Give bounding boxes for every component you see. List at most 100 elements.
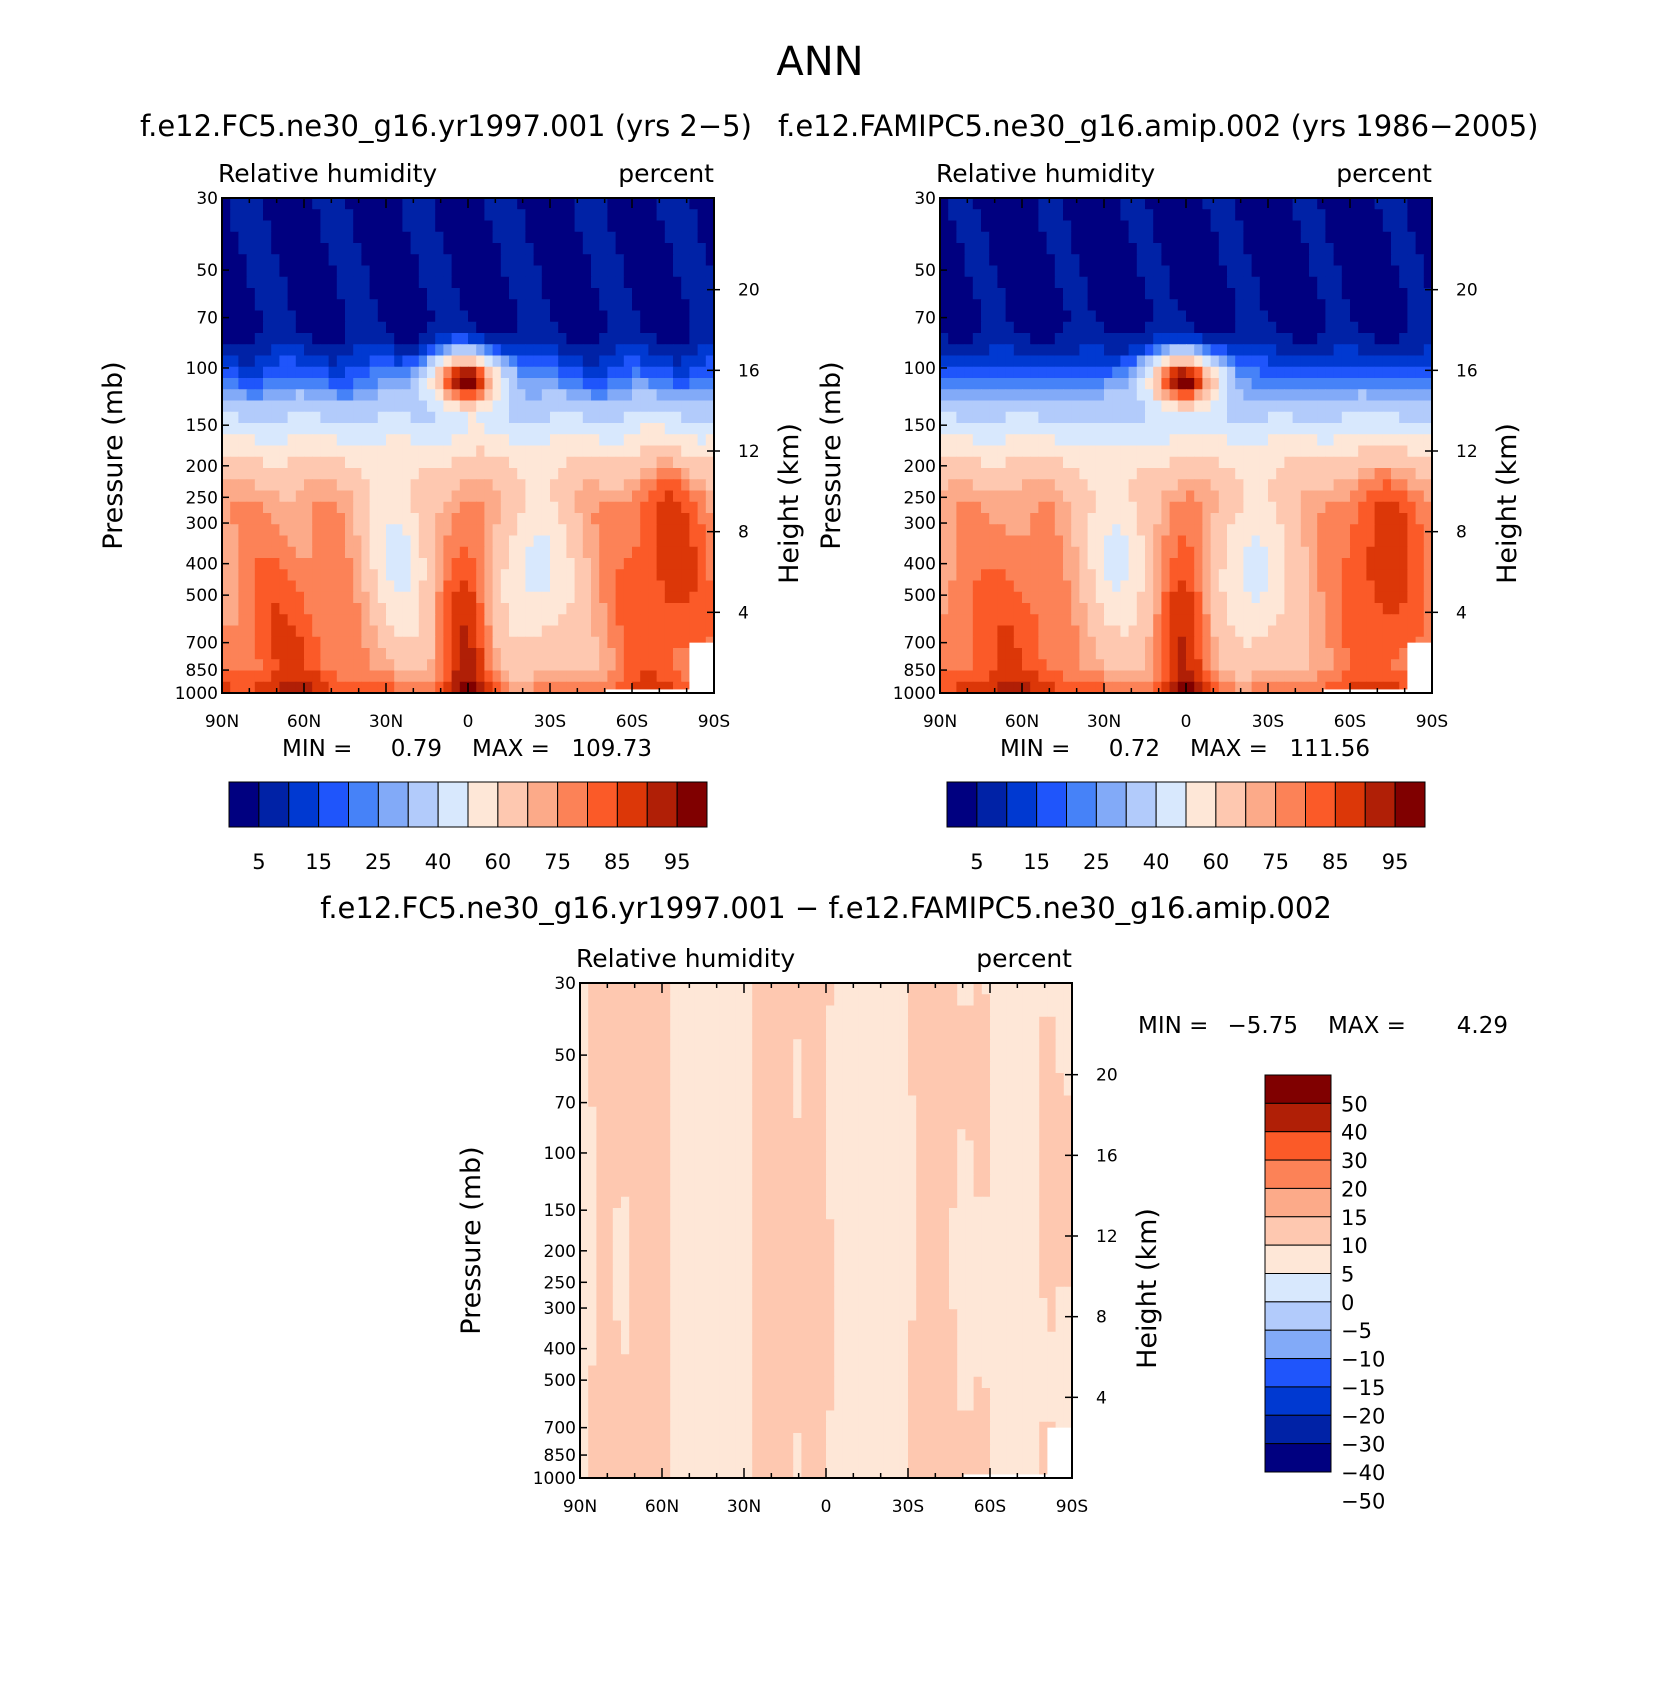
top-right-field-cell — [1161, 513, 1171, 525]
top-left-field-cell — [484, 220, 494, 233]
top-right-field-cell — [1341, 513, 1351, 525]
top-right-field-cell — [989, 591, 998, 604]
top-left-field-cell — [345, 389, 354, 402]
top-right-field-cell — [1046, 254, 1056, 267]
top-right-field-cell — [1186, 198, 1195, 210]
top-right-field-cell — [1374, 310, 1384, 323]
top-right-field-cell — [1177, 333, 1187, 345]
top-left-field-cell — [599, 209, 608, 222]
top-right-field-cell — [1112, 580, 1121, 593]
top-right-field-cell — [1374, 603, 1384, 615]
top-right-field-cell — [1415, 400, 1425, 413]
top-left-field-cell — [287, 209, 297, 222]
top-right-field-cell — [972, 288, 982, 300]
top-right-field-cell — [1202, 231, 1212, 244]
top-left-field-cell — [402, 625, 412, 638]
top-left-field-cell — [656, 648, 666, 660]
top-right-field-cell — [1317, 288, 1326, 300]
top-left-field-cell — [369, 276, 379, 289]
top-right-field-cell — [1300, 569, 1310, 582]
top-right-field-cell — [1407, 355, 1417, 368]
top-right-field-cell — [1095, 299, 1105, 312]
top-left-field-cell — [632, 490, 641, 503]
top-right-field-cell — [1128, 198, 1138, 210]
top-right-field-cell — [1079, 456, 1089, 469]
top-right-field-cell — [1276, 243, 1285, 255]
top-left-field-cell — [394, 614, 403, 627]
top-left-field-cell — [509, 321, 518, 334]
top-left-field-cell — [541, 648, 551, 660]
top-left-field-cell — [361, 378, 371, 390]
top-left-field-cell — [271, 400, 280, 413]
top-left-field-cell — [525, 479, 535, 492]
top-right-field-cell — [1013, 434, 1023, 447]
top-right-field-cell — [1104, 299, 1113, 312]
top-right-field-cell — [989, 569, 998, 582]
top-right-field-cell — [1177, 546, 1187, 559]
top-right-field-cell — [1300, 220, 1310, 233]
top-left-field-cell — [681, 659, 690, 672]
top-left-field-cell — [632, 479, 641, 492]
top-right-field-cell — [1095, 535, 1105, 548]
top-left-field-cell — [566, 591, 576, 604]
top-left-field-cell — [468, 569, 477, 582]
top-left-field-cell — [394, 479, 403, 492]
top-right-field-cell — [981, 243, 990, 255]
top-right-field-cell — [1309, 479, 1318, 492]
top-left-field-cell — [238, 535, 248, 548]
top-left-field-cell — [312, 603, 321, 615]
top-left-field-cell — [599, 468, 608, 480]
top-right-field-cell — [1259, 603, 1269, 615]
top-left-field-cell — [648, 333, 658, 345]
top-right-field-cell — [1350, 321, 1359, 334]
top-left-field-cell — [377, 231, 387, 244]
top-right-field-cell — [1259, 288, 1269, 300]
top-left-field-cell — [599, 254, 608, 267]
top-left-field-cell — [246, 378, 256, 390]
top-right-field-cell — [1104, 198, 1113, 210]
top-left-field-cell — [533, 243, 543, 255]
top-right-field-cell — [1063, 456, 1072, 469]
top-left-field-cell — [427, 558, 436, 570]
top-right-field-cell — [1046, 333, 1056, 345]
top-left-field-cell — [328, 490, 338, 503]
top-right-field-cell — [1423, 591, 1433, 604]
top-right-field-cell — [1013, 265, 1023, 278]
top-left-field-cell — [369, 558, 379, 570]
top-right-field-cell — [1251, 254, 1261, 267]
top-left-field-cell — [689, 310, 699, 323]
top-right-field-cell — [1235, 445, 1244, 458]
top-left-field-cell — [394, 501, 403, 514]
top-left-field-cell — [345, 513, 354, 525]
top-right-field-cell — [1251, 479, 1261, 492]
top-left-field-cell — [500, 299, 510, 312]
top-left-field-cell — [345, 670, 354, 683]
top-right-field-cell — [997, 254, 1007, 267]
top-left-colorbar-label: 60 — [485, 850, 512, 874]
top-right-field-cell — [989, 389, 998, 402]
top-right-field-cell — [1104, 333, 1113, 345]
top-right-field-cell — [1194, 254, 1203, 267]
top-left-field-cell — [295, 513, 305, 525]
top-left-field-cell — [484, 490, 494, 503]
top-left-field-cell — [541, 423, 551, 435]
top-right-field-cell — [989, 445, 998, 458]
top-left-field-cell — [369, 220, 379, 233]
top-left-field-cell — [304, 569, 313, 582]
top-left-field-cell — [271, 355, 280, 368]
top-left-field-cell — [295, 490, 305, 503]
top-right-field-cell — [1415, 220, 1425, 233]
top-left-field-cell — [254, 310, 264, 323]
top-right-field-cell — [1161, 220, 1171, 233]
top-left-field-cell — [361, 456, 371, 469]
top-left-field-cell — [640, 524, 649, 537]
top-right-field-cell — [1325, 490, 1335, 503]
top-left-field-cell — [566, 580, 576, 593]
top-right-field-cell — [1235, 569, 1244, 582]
top-left-field-cell — [386, 299, 395, 312]
top-left-field-cell — [541, 625, 551, 638]
top-left-field-cell — [287, 366, 297, 379]
top-left-field-cell — [632, 513, 641, 525]
top-left-field-cell — [615, 310, 625, 323]
top-left-field-cell — [476, 355, 485, 368]
